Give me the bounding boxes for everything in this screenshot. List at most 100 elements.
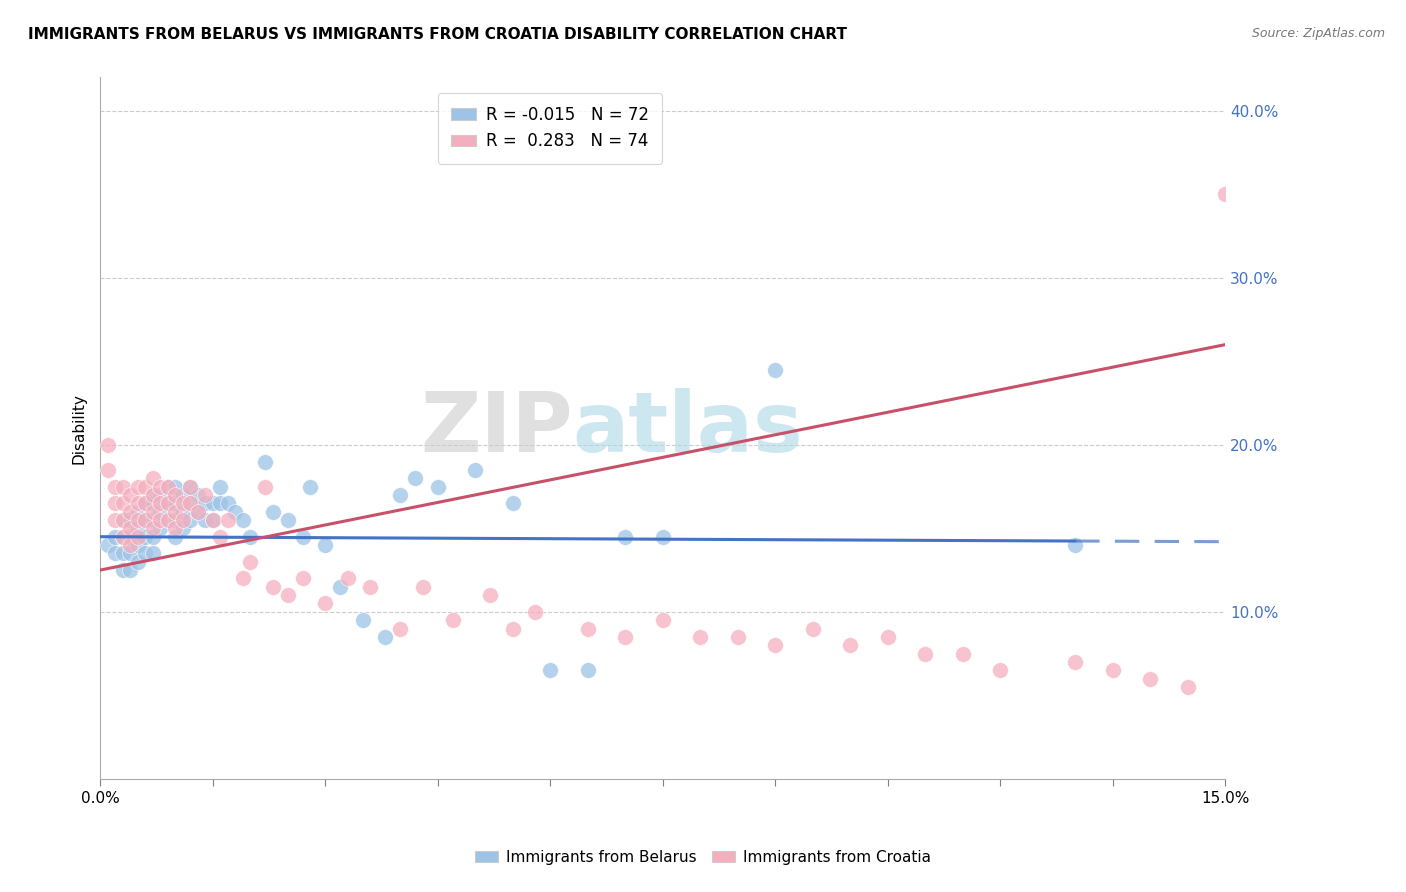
Point: [239, 530, 262, 544]
Point: [142, 496, 165, 510]
Point: [187, 505, 209, 519]
Point: [576, 663, 599, 677]
Point: [156, 513, 179, 527]
Point: [839, 638, 862, 652]
Point: [479, 588, 502, 602]
Point: [209, 480, 232, 494]
Point: [111, 513, 134, 527]
Point: [426, 480, 449, 494]
Point: [149, 496, 172, 510]
Point: [165, 505, 187, 519]
Point: [142, 488, 165, 502]
Point: [614, 630, 637, 644]
Point: [224, 505, 246, 519]
Point: [120, 546, 142, 560]
Point: [111, 513, 134, 527]
Point: [134, 496, 156, 510]
Point: [404, 471, 426, 485]
Point: [120, 505, 142, 519]
Point: [127, 513, 149, 527]
Point: [142, 513, 165, 527]
Point: [165, 488, 187, 502]
Point: [111, 496, 134, 510]
Point: [120, 513, 142, 527]
Point: [314, 538, 336, 552]
Point: [576, 622, 599, 636]
Point: [502, 622, 524, 636]
Point: [201, 513, 224, 527]
Point: [763, 638, 786, 652]
Point: [1139, 672, 1161, 686]
Point: [134, 546, 156, 560]
Point: [374, 630, 396, 644]
Point: [389, 488, 412, 502]
Point: [149, 513, 172, 527]
Point: [194, 496, 217, 510]
Point: [120, 488, 142, 502]
Point: [104, 530, 127, 544]
Point: [149, 488, 172, 502]
Point: [1064, 655, 1087, 669]
Point: [352, 613, 374, 627]
Point: [134, 513, 156, 527]
Point: [149, 521, 172, 535]
Point: [876, 630, 898, 644]
Point: [502, 496, 524, 510]
Point: [134, 513, 156, 527]
Point: [172, 505, 194, 519]
Point: [104, 480, 127, 494]
Point: [262, 580, 284, 594]
Point: [134, 496, 156, 510]
Point: [120, 563, 142, 577]
Point: [111, 563, 134, 577]
Point: [127, 480, 149, 494]
Point: [217, 513, 239, 527]
Point: [187, 505, 209, 519]
Y-axis label: Disability: Disability: [72, 392, 86, 464]
Point: [97, 438, 120, 452]
Text: atlas: atlas: [572, 388, 803, 468]
Point: [120, 538, 142, 552]
Point: [179, 513, 201, 527]
Point: [127, 521, 149, 535]
Point: [651, 613, 673, 627]
Point: [291, 571, 314, 585]
Point: [389, 622, 412, 636]
Point: [134, 530, 156, 544]
Point: [359, 580, 381, 594]
Point: [111, 530, 134, 544]
Point: [1177, 680, 1199, 694]
Point: [1064, 538, 1087, 552]
Point: [142, 546, 165, 560]
Point: [291, 530, 314, 544]
Point: [156, 496, 179, 510]
Point: [111, 546, 134, 560]
Point: [194, 488, 217, 502]
Point: [104, 513, 127, 527]
Point: [254, 454, 277, 468]
Point: [156, 513, 179, 527]
Point: [179, 480, 201, 494]
Point: [142, 505, 165, 519]
Point: [104, 546, 127, 560]
Text: IMMIGRANTS FROM BELARUS VS IMMIGRANTS FROM CROATIA DISABILITY CORRELATION CHART: IMMIGRANTS FROM BELARUS VS IMMIGRANTS FR…: [28, 27, 848, 42]
Point: [127, 555, 149, 569]
Point: [277, 588, 299, 602]
Point: [172, 521, 194, 535]
Point: [254, 480, 277, 494]
Point: [441, 613, 464, 627]
Point: [179, 480, 201, 494]
Point: [111, 530, 134, 544]
Point: [156, 480, 179, 494]
Point: [172, 496, 194, 510]
Legend: R = -0.015   N = 72, R =  0.283   N = 74: R = -0.015 N = 72, R = 0.283 N = 74: [437, 93, 662, 164]
Point: [127, 496, 149, 510]
Point: [727, 630, 749, 644]
Point: [299, 480, 322, 494]
Point: [120, 530, 142, 544]
Text: ZIP: ZIP: [420, 388, 572, 468]
Point: [165, 513, 187, 527]
Point: [262, 505, 284, 519]
Point: [524, 605, 547, 619]
Point: [952, 647, 974, 661]
